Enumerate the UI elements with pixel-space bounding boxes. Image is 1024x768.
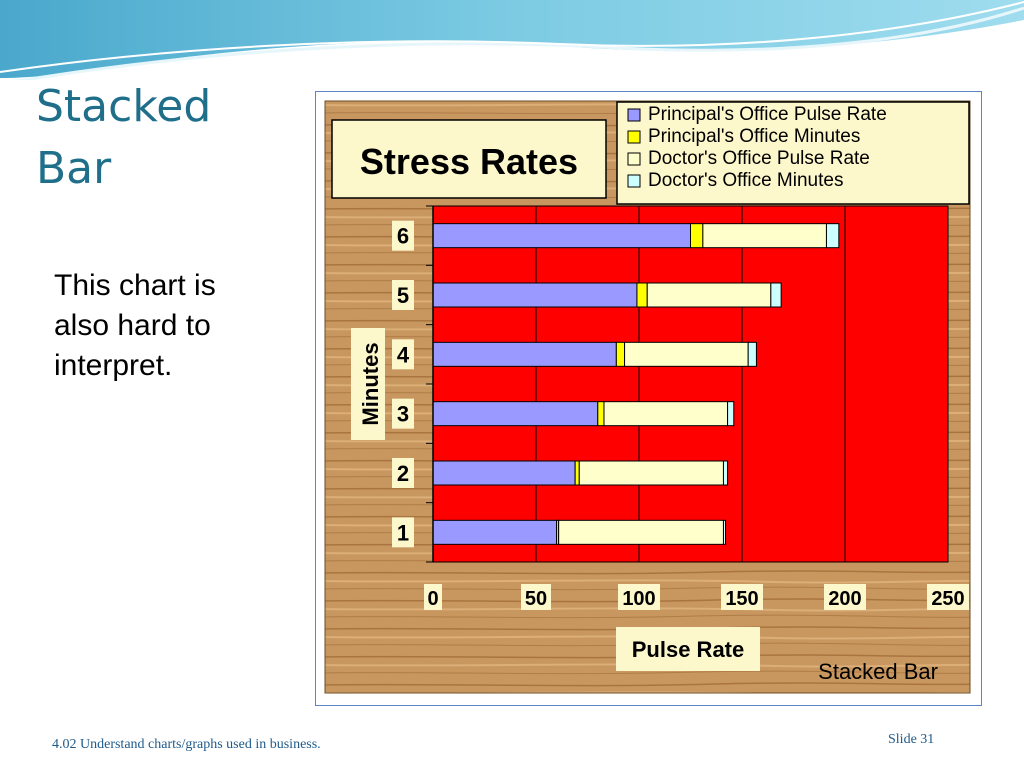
y-tick-label: 4: [397, 342, 410, 367]
legend-swatch: [627, 152, 641, 166]
bar-segment: [432, 282, 638, 308]
y-tick-label: 2: [397, 461, 409, 486]
bar-segment: [722, 519, 727, 545]
x-tick-label-box: [521, 584, 551, 610]
legend-label: Doctor's Office Minutes: [648, 170, 843, 191]
grid-lines: [535, 206, 846, 562]
legend-label: Doctor's Office Pulse Rate: [648, 148, 870, 169]
x-tick-label-box: [424, 584, 442, 610]
x-tick-label: 200: [828, 588, 861, 610]
chart-title-box: [331, 119, 607, 199]
bar-segment: [578, 460, 724, 486]
bar-segment: [722, 460, 729, 486]
x-tick-label: 150: [725, 588, 758, 610]
x-tick-label: 100: [622, 588, 655, 610]
legend-label: Principal's Office Pulse Rate: [648, 104, 887, 125]
axes: 0 50 100 150 200 250 1 2 3 4 5 6: [392, 205, 969, 610]
bar-segment: [574, 460, 580, 486]
bar-segment: [646, 282, 772, 308]
bar-segment: [825, 223, 840, 249]
y-tick-label: 6: [397, 224, 409, 249]
body-line-2: also hard to: [54, 309, 211, 342]
bar-segment: [624, 341, 749, 367]
y-tick-label: 3: [397, 402, 409, 427]
legend-box: [616, 101, 970, 205]
header-wave-decoration: [0, 0, 1024, 80]
x-tick-label: 0: [427, 588, 438, 610]
bar-segment: [747, 341, 757, 367]
bar-segment: [603, 401, 729, 427]
bar-segment: [597, 401, 605, 427]
footer-course-label: 4.02 Understand charts/graphs used in bu…: [52, 737, 321, 752]
bar-segment: [558, 519, 724, 545]
body-line-3: interpret.: [54, 349, 173, 382]
bar-segment: [727, 401, 735, 427]
bar-segment: [432, 460, 576, 486]
chart-title: Stress Rates: [360, 141, 578, 182]
body-line-1: This chart is: [54, 269, 216, 302]
bar-segment: [432, 519, 558, 545]
plot-area: [432, 205, 949, 563]
slide-title: Stacked Bar: [36, 76, 211, 200]
y-tick-label-box: [392, 220, 414, 251]
y-tick-label: 1: [397, 520, 409, 545]
legend-swatch: [627, 174, 641, 188]
y-tick-label-box: [392, 517, 414, 548]
bar-segment: [636, 282, 648, 308]
slide-body-text: This chart is also hard to interpret.: [54, 266, 284, 386]
slide-title-line-2: Bar: [36, 143, 112, 194]
y-tick-label-box: [392, 339, 414, 370]
bar-segment: [432, 401, 599, 427]
y-tick-label-box: [392, 398, 414, 429]
bar-segment: [615, 341, 626, 367]
y-axis-title: Minutes: [358, 342, 383, 425]
legend-swatch: [627, 130, 641, 144]
x-tick-label-box: [927, 584, 969, 610]
y-tick-label-box: [392, 280, 414, 310]
legend: Principal's Office Pulse RatePrincipal's…: [627, 104, 887, 191]
y-tick-label-box: [392, 458, 414, 488]
legend-label: Principal's Office Minutes: [648, 126, 860, 147]
bar-segment: [432, 341, 617, 367]
x-tick-label-box: [824, 584, 866, 610]
x-axis-title: Pulse Rate: [632, 637, 745, 662]
stacked-bar-chart: 0 50 100 150 200 250 1 2 3 4 5 6 Stress Rates Princ…: [324, 100, 971, 694]
footer-slide-number: Slide 31: [888, 732, 935, 747]
bars: [432, 223, 840, 545]
y-axis-title-box: [351, 328, 385, 440]
x-axis-title-box: [616, 627, 760, 671]
x-tick-label: 250: [931, 588, 964, 610]
x-tick-label-box: [618, 584, 660, 610]
bar-segment: [432, 223, 691, 249]
legend-swatch: [627, 108, 641, 122]
y-tick-label: 5: [397, 283, 409, 308]
x-tick-label-box: [721, 584, 763, 610]
chart-frame: 0 50 100 150 200 250 1 2 3 4 5 6 Stress Rates Princ…: [315, 91, 982, 706]
bar-segment: [690, 223, 704, 249]
chart-subtitle: Stacked Bar: [818, 659, 938, 684]
bar-segment: [702, 223, 827, 249]
bar-segment: [770, 282, 782, 308]
x-tick-label: 50: [525, 588, 547, 610]
slide-title-line-1: Stacked: [36, 81, 212, 132]
